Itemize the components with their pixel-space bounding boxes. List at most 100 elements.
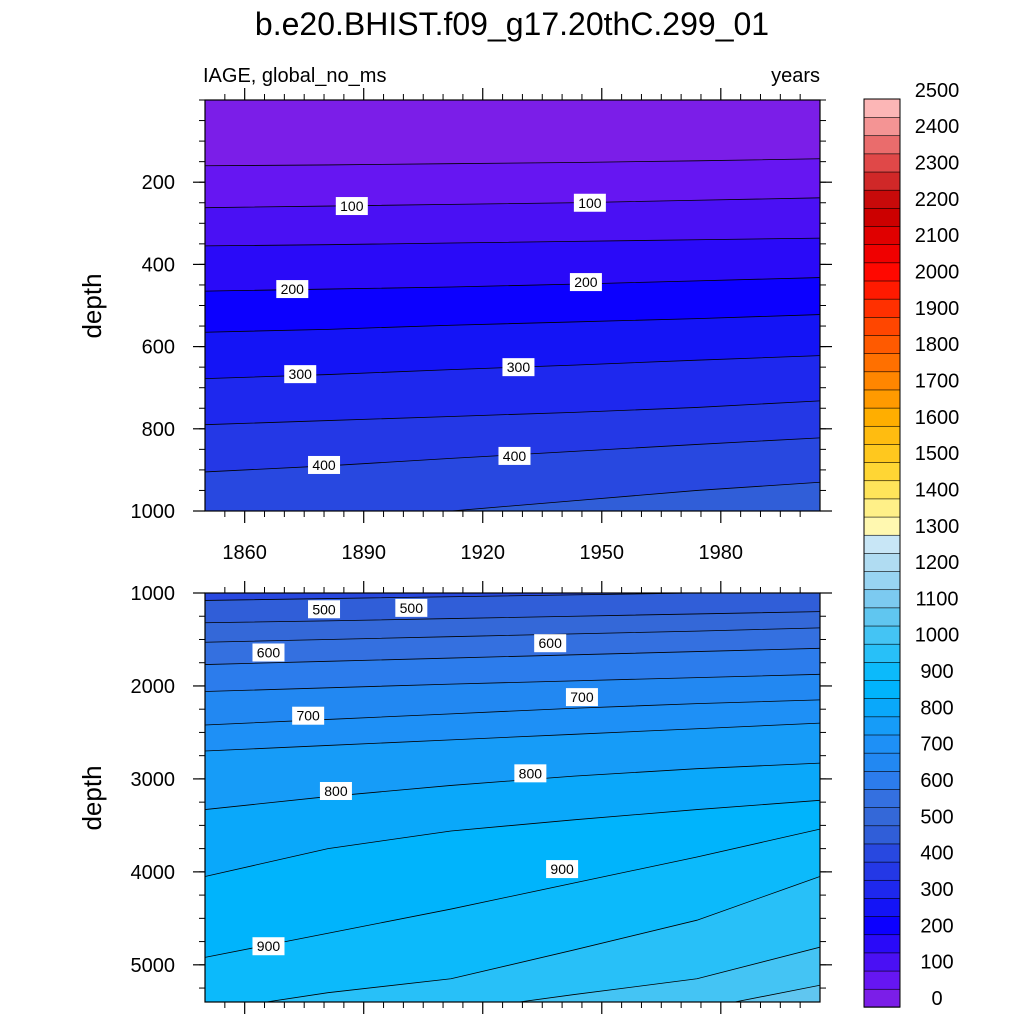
colorbar-swatch <box>863 734 901 754</box>
band-fill <box>519 947 820 1002</box>
colorbar-swatch <box>863 153 901 173</box>
bottom-ylabel: depth <box>77 765 107 830</box>
contour-label-box <box>514 764 547 783</box>
colorbar-swatch <box>863 607 901 627</box>
colorbar-swatch <box>863 661 901 681</box>
x-tick-label: 1980 <box>699 542 744 564</box>
contour-line <box>205 400 820 426</box>
contour-label-box <box>569 273 602 292</box>
contour-label-box <box>308 455 341 474</box>
contour-line <box>263 876 820 1002</box>
y-tick-label: 200 <box>142 172 175 194</box>
colorbar-tick-label: 200 <box>920 915 953 937</box>
colorbar-tick-label: 1100 <box>915 588 958 610</box>
colorbar-swatch <box>863 498 901 518</box>
colorbar-swatch <box>863 589 901 609</box>
colorbar-tick-label: 2200 <box>915 189 960 211</box>
contour-label-box <box>252 937 285 956</box>
colorbar-tick-label: 400 <box>920 843 953 865</box>
colorbar-swatch <box>863 825 901 845</box>
contour-line <box>205 593 820 601</box>
colorbar-swatch <box>863 516 901 536</box>
contour-label-box <box>276 280 309 299</box>
contour-label: 200 <box>281 281 305 297</box>
contour-label-box <box>308 600 341 619</box>
axes: 200 400 600 800 1000 1000 2000 3000 4000 5000 1860… <box>131 88 832 1014</box>
band-fill <box>451 482 820 511</box>
x-tick-label: 1860 <box>222 542 267 564</box>
y-tick-label: 1000 <box>131 583 176 605</box>
contour-label-box <box>502 358 535 377</box>
colorbar-tick-label: 300 <box>920 879 953 901</box>
colorbar-tick-label: 100 <box>920 952 953 974</box>
colorbar-swatch <box>863 316 901 336</box>
contour-line <box>205 673 820 692</box>
colorbar: 0 100 200 300 400 500 600 700 800 900 1000 1100 1200… <box>863 80 960 1010</box>
colorbar-tick-label: 1500 <box>915 443 960 465</box>
colorbar-swatch <box>863 135 901 155</box>
colorbar-swatch <box>863 298 901 318</box>
contour-line <box>205 314 820 333</box>
chart-title: b.e20.BHIST.f09_g17.20thC.299_01 <box>255 6 769 42</box>
colorbar-tick-label: 800 <box>920 697 953 719</box>
contour-label-box <box>395 598 428 617</box>
colorbar-swatch <box>863 352 901 373</box>
colorbar-swatch <box>863 770 901 790</box>
contour-label-box <box>534 634 567 653</box>
contour-label-box <box>565 688 598 707</box>
contour-line <box>205 647 820 665</box>
colorbar-swatch <box>863 407 901 427</box>
contour-line <box>205 722 820 752</box>
colorbar-swatch <box>863 552 901 572</box>
colorbar-frame <box>863 98 901 1008</box>
colorbar-swatch <box>863 262 901 282</box>
contour-line <box>205 762 820 810</box>
colorbar-swatch <box>863 207 901 227</box>
contour-label-box <box>292 706 325 725</box>
colorbar-tick-label: 1300 <box>915 516 960 538</box>
colorbar-swatch <box>863 861 901 881</box>
colorbar-swatch <box>863 116 901 137</box>
y-tick-label: 400 <box>142 254 175 276</box>
contour-label: 900 <box>550 861 574 877</box>
contour-label: 400 <box>503 448 527 464</box>
colorbar-tick-label: 1800 <box>915 334 960 356</box>
y-tick-label: 1000 <box>131 501 176 523</box>
colorbar-tick-label: 0 <box>931 988 942 1010</box>
contour-line <box>205 158 820 167</box>
contour-label: 700 <box>570 689 594 705</box>
colorbar-swatch <box>863 897 901 917</box>
colorbar-swatch <box>863 879 901 899</box>
upper-depth-panel: 100 100 200 200 300 300 400 400 <box>205 100 820 511</box>
contour-label: 500 <box>312 601 336 617</box>
colorbar-tick-label: 2000 <box>915 262 960 284</box>
colorbar-swatch <box>863 461 901 482</box>
colorbar-tick-label: 1900 <box>915 298 960 320</box>
y-tick-label: 3000 <box>131 769 176 791</box>
colorbar-swatch <box>863 243 901 264</box>
contour-label-box <box>252 643 285 662</box>
plot-frame <box>204 592 821 1003</box>
colorbar-swatch <box>863 171 901 191</box>
contour-label: 300 <box>289 366 313 382</box>
colorbar-tick-label: 2400 <box>915 116 960 138</box>
colorbar-swatch <box>863 371 901 391</box>
contour-label: 800 <box>324 783 348 799</box>
colorbar-tick-label: 1600 <box>915 407 960 429</box>
contour-line <box>427 481 820 511</box>
band-fill <box>266 876 820 1002</box>
colorbar-swatch <box>863 334 901 354</box>
lower-depth-panel: 500 500 600 600 700 700 800 800 900 900 <box>205 593 820 1002</box>
colorbar-tick-label: 2500 <box>915 80 960 102</box>
contour-label: 500 <box>400 600 424 616</box>
contour-label: 800 <box>519 765 543 781</box>
colorbar-tick-label: 900 <box>920 661 953 683</box>
colorbar-swatch <box>863 570 901 591</box>
colorbar-swatch <box>863 806 901 827</box>
units-label: years <box>771 65 820 87</box>
colorbar-swatch <box>863 752 901 772</box>
y-tick-label: 600 <box>142 337 175 359</box>
colorbar-swatch <box>863 988 901 1008</box>
contour-label: 100 <box>340 198 364 214</box>
contour-label-box <box>498 446 531 465</box>
